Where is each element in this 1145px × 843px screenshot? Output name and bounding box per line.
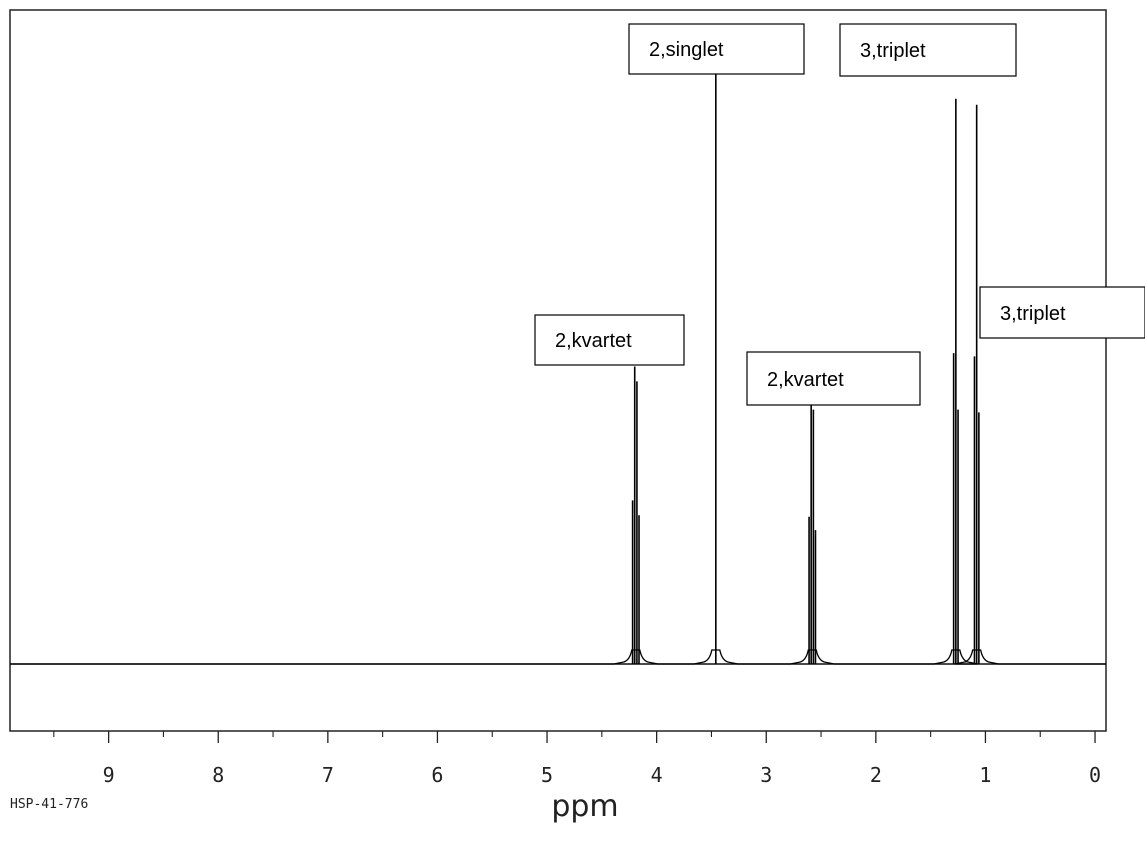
spectrum-trace [10, 649, 1106, 665]
annotation-label: 3,triplet [860, 40, 926, 62]
x-axis-title: ppm [551, 789, 618, 824]
tick-label: 1 [979, 763, 991, 787]
annotation-box [534, 314, 685, 366]
tick-label: 8 [212, 763, 224, 787]
annotation-box [979, 286, 1145, 339]
peaks [631, 69, 980, 664]
annotation-label: 2,kvartet [767, 369, 844, 391]
annotation-box [839, 23, 1017, 77]
spectrum-code-label: HSP-41-776 [10, 797, 88, 812]
tick-label: 9 [103, 763, 115, 787]
annotation-label: 3,triplet [1000, 303, 1066, 325]
tick-label: 4 [651, 763, 663, 787]
peak-annotations: 2,kvartet 2,singlet 2,kvartet 3,triplet 3,tr… [534, 23, 1145, 406]
tick-label: 0 [1089, 763, 1101, 787]
tick-label: 3 [760, 763, 772, 787]
annotation-label: 2,kvartet [555, 330, 632, 352]
tick-label: 7 [322, 763, 334, 787]
annotation-box [746, 351, 921, 406]
tick-label: 2 [870, 763, 882, 787]
annotation-label: 2,singlet [649, 39, 724, 61]
x-axis: 9 8 7 6 5 4 3 2 1 0 [53, 731, 1101, 787]
plot-frame [9, 9, 1107, 732]
annotation-box [628, 23, 805, 75]
tick-label: 5 [541, 763, 553, 787]
tick-label: 6 [431, 763, 443, 787]
